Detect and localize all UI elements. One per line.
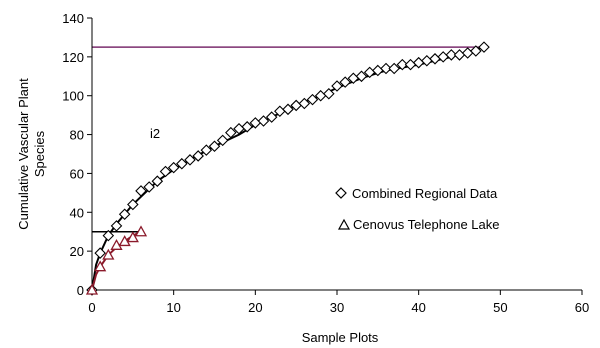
data-point-diamond <box>282 103 294 116</box>
legend-item-cenovus-telephone-lake: Cenovus Telephone Lake <box>337 217 500 232</box>
y-axis-title-line: Species <box>32 130 47 177</box>
data-point-diamond <box>135 185 147 197</box>
legend-diamond-icon <box>335 187 347 199</box>
data-point-diamond <box>200 144 213 156</box>
x-axis-title: Sample Plots <box>302 330 379 345</box>
data-point-diamond <box>306 93 319 106</box>
plot-lines <box>91 46 485 291</box>
data-point-triangle <box>102 248 115 260</box>
data-point-diamond <box>404 58 417 71</box>
legend-label-combined-regional-data: Combined Regional Data <box>352 186 498 201</box>
data-point-triangle <box>126 231 139 243</box>
trend-line <box>91 46 485 291</box>
data-point-triangle <box>118 235 131 247</box>
data-point-diamond <box>478 41 490 53</box>
y-ticks: 0 20 40 60 80 100 120 140 <box>62 11 92 298</box>
legend-item-combined-regional-data: Combined Regional Data <box>335 186 498 201</box>
y-tick-label: 120 <box>62 50 84 65</box>
y-tick-label: 80 <box>70 128 84 143</box>
x-tick-label: 10 <box>166 300 180 315</box>
data-point-diamond <box>445 49 458 61</box>
y-axis-title: Cumulative Vascular PlantSpecies <box>16 78 47 230</box>
data-point-triangle <box>110 238 123 250</box>
data-point-diamond <box>118 208 131 221</box>
data-point-diamond <box>167 161 180 174</box>
data-point-diamond <box>470 45 482 57</box>
data-point-diamond <box>94 247 106 259</box>
x-tick-label: 0 <box>88 300 95 315</box>
x-ticks: 0 10 20 30 40 50 60 <box>88 290 589 315</box>
legend: Combined Regional Data Cenovus Telephone… <box>335 186 500 232</box>
data-point-diamond <box>159 165 172 178</box>
data-point-diamond <box>257 115 270 127</box>
y-tick-label: 0 <box>77 283 84 298</box>
data-point-diamond <box>102 229 115 242</box>
y-tick-label: 20 <box>70 244 84 259</box>
data-point-diamond <box>241 121 253 133</box>
y-tick-label: 140 <box>62 11 84 26</box>
data-point-diamond <box>216 134 229 147</box>
data-point-diamond <box>453 49 466 61</box>
data-point-diamond <box>323 87 335 100</box>
data-point-diamond <box>265 111 278 123</box>
x-tick-label: 40 <box>411 300 425 315</box>
y-tick-label: 60 <box>70 166 84 181</box>
data-point-diamond <box>396 58 409 71</box>
data-markers <box>85 41 490 296</box>
data-point-diamond <box>388 62 400 75</box>
data-point-diamond <box>461 47 474 59</box>
data-point-diamond <box>380 62 392 75</box>
data-point-diamond <box>298 97 311 110</box>
x-tick-label: 60 <box>575 300 589 315</box>
data-point-diamond <box>225 126 237 139</box>
y-axis-title-line: Cumulative Vascular Plant <box>16 78 31 230</box>
data-point-diamond <box>331 80 343 92</box>
data-point-diamond <box>355 70 368 83</box>
data-point-triangle <box>85 283 99 295</box>
x-tick-label: 20 <box>248 300 262 315</box>
data-point-diamond <box>192 150 204 162</box>
data-point-diamond <box>127 198 139 211</box>
x-tick-label: 50 <box>493 300 507 315</box>
chart-annotation: i2 <box>150 126 160 141</box>
data-point-diamond <box>339 76 351 88</box>
data-point-diamond <box>151 175 164 187</box>
data-point-diamond <box>184 154 196 166</box>
data-point-diamond <box>208 140 221 153</box>
axes <box>91 18 582 291</box>
data-point-diamond <box>143 181 155 193</box>
data-point-diamond <box>110 220 123 232</box>
x-tick-label: 30 <box>330 300 344 315</box>
y-tick-label: 100 <box>62 89 84 104</box>
data-point-triangle <box>94 260 107 272</box>
y-tick-label: 40 <box>70 205 84 220</box>
data-point-triangle <box>134 225 148 237</box>
data-point-diamond <box>176 157 188 170</box>
legend-label-cenovus-telephone-lake: Cenovus Telephone Lake <box>353 217 500 232</box>
legend-triangle-icon <box>337 218 351 230</box>
